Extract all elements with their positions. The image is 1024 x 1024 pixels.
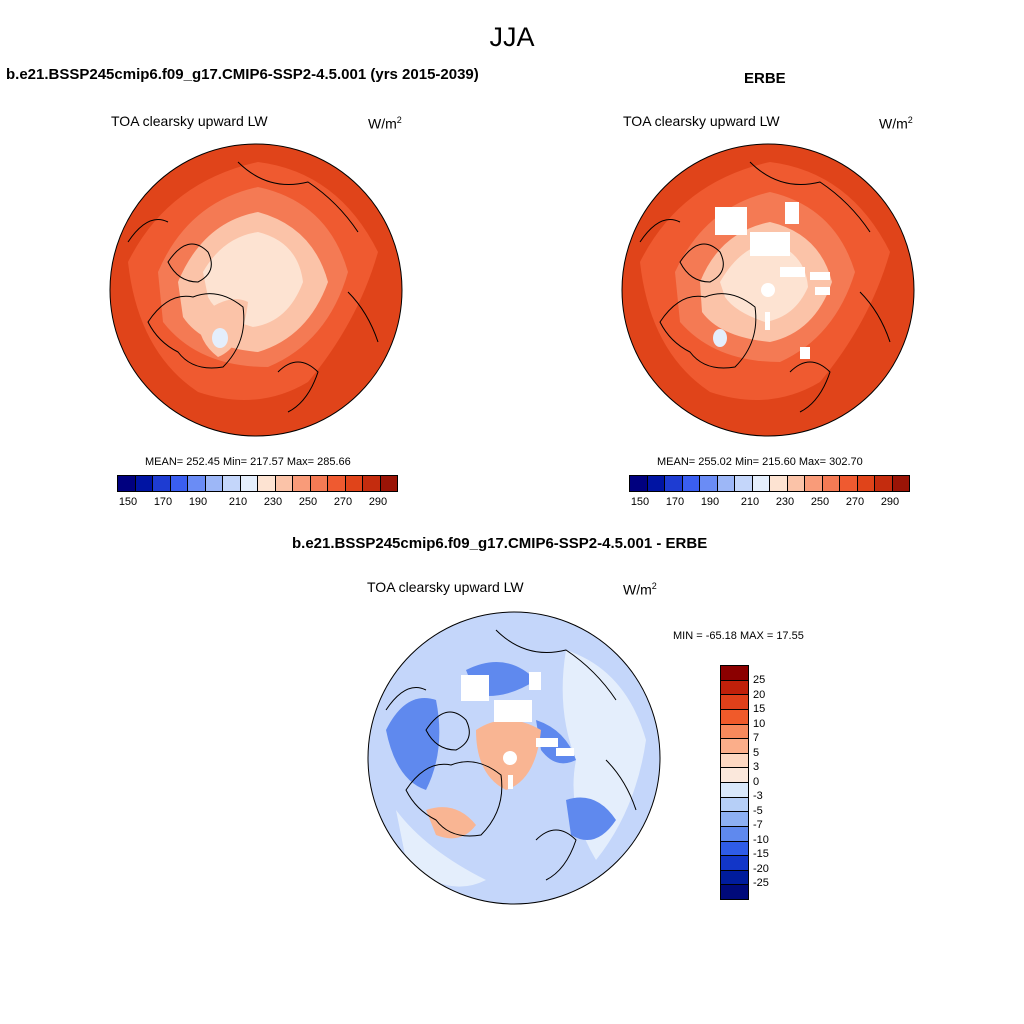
- colorbar-swatch: [239, 476, 257, 491]
- colorbar-swatch: [804, 476, 822, 491]
- model-variable-label: TOA clearsky upward LW: [111, 113, 268, 129]
- diff-variable-label: TOA clearsky upward LW: [367, 579, 524, 595]
- colorbar-swatch: [646, 476, 664, 491]
- colorbar-swatch: [152, 476, 170, 491]
- diff-colorbar-tick: 0: [753, 776, 760, 788]
- diff-colorbar-tick: 15: [753, 703, 766, 715]
- colorbar-swatch: [721, 679, 748, 695]
- colorbar-swatch: [721, 825, 748, 841]
- obs-colorbar-tick: 270: [845, 496, 865, 508]
- colorbar-swatch: [721, 666, 748, 680]
- colorbar-swatch: [187, 476, 205, 491]
- colorbar-swatch: [362, 476, 380, 491]
- colorbar-swatch: [721, 855, 748, 870]
- obs-colorbar-tick: 150: [630, 496, 650, 508]
- diff-stats: MIN = -65.18 MAX = 17.55: [673, 630, 804, 642]
- obs-colorbar-tick: 250: [810, 496, 830, 508]
- obs-polar-map: [621, 143, 915, 437]
- diff-colorbar-tick: -20: [753, 863, 769, 875]
- colorbar-swatch: [721, 767, 748, 782]
- colorbar-swatch: [134, 476, 152, 491]
- colorbar-swatch: [204, 476, 222, 491]
- diff-colorbar: [720, 665, 749, 900]
- diff-colorbar-tick: 7: [753, 732, 760, 744]
- model-colorbar-tick: 150: [118, 496, 138, 508]
- colorbar-swatch: [721, 782, 748, 797]
- colorbar-swatch: [821, 476, 839, 491]
- diff-colorbar-tick: 10: [753, 718, 766, 730]
- model-units-label: W/m2: [368, 115, 402, 132]
- diff-colorbar-tick: -10: [753, 834, 769, 846]
- colorbar-swatch: [327, 476, 345, 491]
- diff-polar-map: [367, 611, 661, 905]
- colorbar-swatch: [664, 476, 682, 491]
- colorbar-swatch: [222, 476, 240, 491]
- model-colorbar-tick: 250: [298, 496, 318, 508]
- diff-panel-title: b.e21.BSSP245cmip6.f09_g17.CMIP6-SSP2-4.…: [292, 535, 708, 552]
- colorbar-swatch: [721, 840, 748, 856]
- colorbar-swatch: [118, 476, 135, 491]
- model-colorbar-tick: 270: [333, 496, 353, 508]
- model-colorbar: [117, 475, 398, 492]
- obs-colorbar-tick: 190: [700, 496, 720, 508]
- diff-colorbar-tick: 3: [753, 761, 760, 773]
- colorbar-swatch: [721, 694, 748, 709]
- obs-colorbar-tick: 230: [775, 496, 795, 508]
- colorbar-swatch: [839, 476, 857, 491]
- obs-stats: MEAN= 255.02 Min= 215.60 Max= 302.70: [657, 456, 863, 468]
- obs-colorbar-tick: 170: [665, 496, 685, 508]
- diff-colorbar-tick: -15: [753, 848, 769, 860]
- colorbar-swatch: [379, 476, 397, 491]
- colorbar-swatch: [274, 476, 292, 491]
- model-colorbar-tick: 170: [153, 496, 173, 508]
- colorbar-swatch: [292, 476, 310, 491]
- model-panel-title: b.e21.BSSP245cmip6.f09_g17.CMIP6-SSP2-4.…: [6, 66, 479, 83]
- page-title: JJA: [489, 22, 535, 52]
- colorbar-swatch: [786, 476, 804, 491]
- diff-units-label: W/m2: [623, 581, 657, 598]
- colorbar-swatch: [721, 884, 748, 899]
- model-colorbar-tick: 190: [188, 496, 208, 508]
- colorbar-swatch: [721, 708, 748, 724]
- obs-colorbar: [629, 475, 910, 492]
- colorbar-swatch: [630, 476, 647, 491]
- colorbar-swatch: [716, 476, 734, 491]
- colorbar-swatch: [721, 723, 748, 739]
- diff-colorbar-tick: -7: [753, 819, 763, 831]
- obs-panel-title: ERBE: [744, 70, 786, 87]
- diff-colorbar-tick: -25: [753, 877, 769, 889]
- colorbar-swatch: [721, 869, 748, 885]
- diff-colorbar-tick: -3: [753, 790, 763, 802]
- model-colorbar-tick: 230: [263, 496, 283, 508]
- colorbar-swatch: [344, 476, 362, 491]
- model-colorbar-tick: 210: [228, 496, 248, 508]
- colorbar-swatch: [769, 476, 787, 491]
- colorbar-swatch: [874, 476, 892, 491]
- colorbar-swatch: [309, 476, 327, 491]
- colorbar-swatch: [751, 476, 769, 491]
- colorbar-swatch: [734, 476, 752, 491]
- colorbar-swatch: [257, 476, 275, 491]
- obs-variable-label: TOA clearsky upward LW: [623, 113, 780, 129]
- colorbar-swatch: [721, 752, 748, 768]
- colorbar-swatch: [891, 476, 909, 491]
- obs-colorbar-tick: 210: [740, 496, 760, 508]
- colorbar-swatch: [721, 738, 748, 753]
- diff-colorbar-tick: 25: [753, 674, 766, 686]
- obs-colorbar-tick: 290: [880, 496, 900, 508]
- model-stats: MEAN= 252.45 Min= 217.57 Max= 285.66: [145, 456, 351, 468]
- colorbar-swatch: [699, 476, 717, 491]
- model-colorbar-tick: 290: [368, 496, 388, 508]
- diff-colorbar-tick: 20: [753, 689, 766, 701]
- obs-units-label: W/m2: [879, 115, 913, 132]
- colorbar-swatch: [721, 811, 748, 826]
- diff-colorbar-tick: -5: [753, 805, 763, 817]
- diff-colorbar-tick: 5: [753, 747, 760, 759]
- model-polar-map: [109, 143, 403, 437]
- colorbar-swatch: [856, 476, 874, 491]
- colorbar-swatch: [169, 476, 187, 491]
- colorbar-swatch: [681, 476, 699, 491]
- colorbar-swatch: [721, 796, 748, 812]
